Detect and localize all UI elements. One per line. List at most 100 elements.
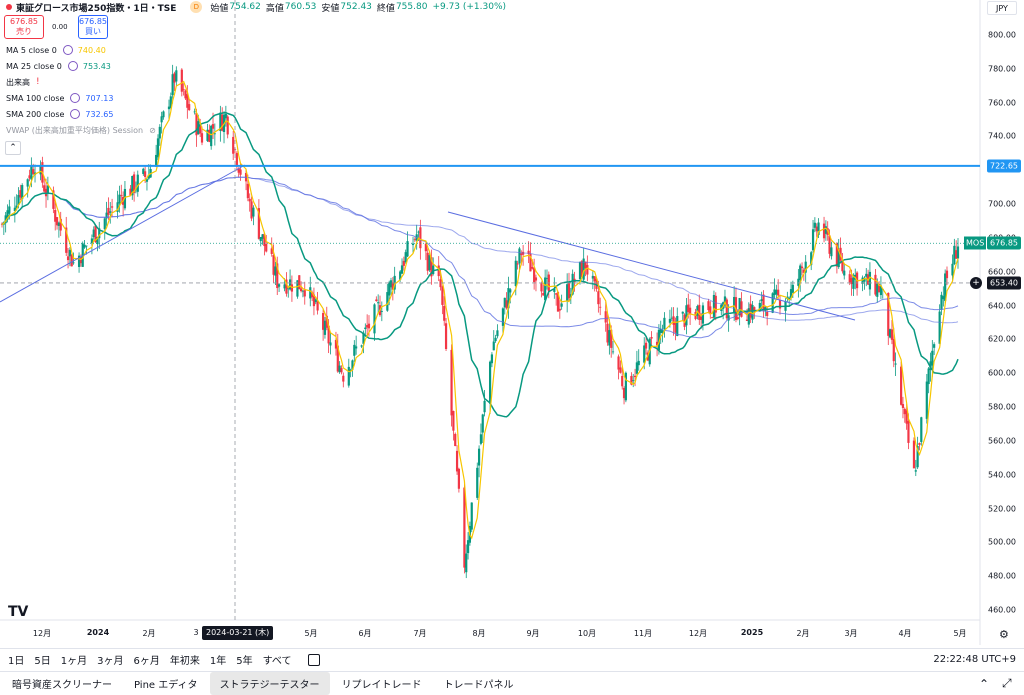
candle-body xyxy=(865,273,868,277)
indicator-settings-icon[interactable] xyxy=(70,109,81,119)
candle-body xyxy=(265,244,268,252)
add-alert-icon[interactable]: + xyxy=(970,276,982,289)
eye-hidden-icon[interactable]: ⊘ xyxy=(149,125,156,135)
candle-body xyxy=(901,404,905,408)
candle-body xyxy=(338,365,341,373)
indicator-vwap[interactable]: VWAP (出来高加重平均価格) Session ⊘ xyxy=(6,123,156,137)
indicator-settings-icon[interactable] xyxy=(70,93,81,103)
tab-crypto-screener[interactable]: 暗号資産スクリーナー xyxy=(12,680,112,691)
timeframe-5y[interactable]: 5年 xyxy=(236,656,253,667)
candle-body xyxy=(129,188,132,196)
candle-body xyxy=(945,270,949,279)
sell-button[interactable]: 676.85 売り xyxy=(4,15,44,39)
timeframe-all[interactable]: すべて xyxy=(262,656,292,667)
candle-body xyxy=(424,243,427,252)
candle-body xyxy=(147,174,150,179)
candle-body xyxy=(94,225,97,243)
timeframe-3m[interactable]: 3ヶ月 xyxy=(97,656,124,667)
candle-body xyxy=(863,277,866,282)
candle-body xyxy=(400,265,404,274)
indicator-ma5-label: MA 5 close 0 xyxy=(6,45,57,55)
time-tick-label: 2月 xyxy=(796,629,810,638)
candle-body xyxy=(206,129,209,141)
candle-body xyxy=(32,169,35,174)
candle-body xyxy=(136,174,139,192)
settings-gear-icon[interactable]: ⚙ xyxy=(999,628,1009,641)
candle-body xyxy=(466,540,470,554)
candle-body xyxy=(900,366,903,405)
tab-trade-panel[interactable]: トレードパネル xyxy=(443,680,514,691)
calendar-icon[interactable] xyxy=(307,653,320,666)
indicator-settings-icon[interactable] xyxy=(62,45,73,55)
candle-body xyxy=(553,288,556,292)
timeframe-ytd[interactable]: 年初来 xyxy=(169,656,200,667)
candle-body xyxy=(688,307,692,314)
candle-body xyxy=(503,297,506,308)
symbol-title[interactable]: 東証グロース市場250指数・1日・TSE xyxy=(16,3,177,14)
indicator-volume[interactable]: 出来高 ! xyxy=(6,75,40,89)
candle-body xyxy=(496,330,499,337)
candle-body xyxy=(501,308,505,326)
indicator-ma25[interactable]: MA 25 close 0 753.43 xyxy=(6,59,111,73)
candle-body xyxy=(828,235,831,254)
price-tick-label: 740.00 xyxy=(988,131,1016,141)
indicator-vwap-label: VWAP (出来高加重平均価格) Session xyxy=(6,125,144,135)
candle-body xyxy=(355,346,358,349)
time-tick-label: 5月 xyxy=(953,629,967,638)
low-value: 752.43 xyxy=(340,2,372,12)
timeframe-1d[interactable]: 1日 xyxy=(8,656,25,667)
candle-body xyxy=(211,124,215,129)
indicator-ma5[interactable]: MA 5 close 0 740.40 xyxy=(6,43,106,57)
warning-icon[interactable]: ! xyxy=(36,77,40,87)
tab-replay-trade[interactable]: リプレイトレード xyxy=(341,680,422,691)
candle-body xyxy=(771,293,774,313)
chevron-up-icon[interactable]: ⌃ xyxy=(979,676,990,691)
candle-body xyxy=(912,440,916,469)
candle-body xyxy=(925,381,928,419)
candle-body xyxy=(709,306,712,315)
indicator-sma200[interactable]: SMA 200 close 732.65 xyxy=(6,107,113,121)
candle-body xyxy=(90,238,94,244)
timeframe-5d[interactable]: 5日 xyxy=(34,656,51,667)
candle-body xyxy=(727,315,730,321)
maximize-icon[interactable]: ⤢ xyxy=(1002,676,1012,690)
candle-body xyxy=(582,258,585,280)
candle-body xyxy=(835,243,838,267)
candle-body xyxy=(558,308,561,311)
candle-body xyxy=(239,169,242,175)
timeframe-6m[interactable]: 6ヶ月 xyxy=(133,656,160,667)
tab-strategy-tester[interactable]: ストラテジーテスター xyxy=(209,672,330,695)
tab-pine-editor[interactable]: Pine エディタ xyxy=(134,680,198,691)
time-tick-label: 3月 xyxy=(844,629,858,638)
candle-body xyxy=(516,263,519,265)
indicator-settings-icon[interactable] xyxy=(67,61,78,71)
candle-body xyxy=(311,292,314,298)
candle-body xyxy=(595,278,598,289)
clock-timezone[interactable]: 22:22:48 UTC+9 xyxy=(933,654,1016,665)
candle-body xyxy=(481,414,484,433)
candle-body xyxy=(54,209,57,222)
price-tick-label: 500.00 xyxy=(988,537,1016,547)
indicator-sma100[interactable]: SMA 100 close 707.13 xyxy=(6,91,113,105)
currency-selector[interactable]: JPY xyxy=(987,1,1017,15)
candle-body xyxy=(766,311,769,316)
candle-body xyxy=(375,299,378,302)
tradingview-logo-icon[interactable]: TV xyxy=(8,604,29,620)
price-tick-label: 520.00 xyxy=(988,504,1016,514)
collapse-legend-button[interactable]: ⌃ xyxy=(5,141,21,155)
candle-body xyxy=(83,244,86,248)
candle-body xyxy=(644,342,648,349)
candle-body xyxy=(635,362,638,374)
timeframe-1y[interactable]: 1年 xyxy=(209,656,227,667)
price-tick-label: 580.00 xyxy=(988,402,1016,412)
candle-body xyxy=(714,295,717,313)
candle-body xyxy=(505,300,508,309)
market-status-dot xyxy=(6,4,12,10)
timeframe-1m[interactable]: 1ヶ月 xyxy=(60,656,88,667)
candle-body xyxy=(822,223,826,239)
candle-body xyxy=(606,323,609,343)
buy-button[interactable]: 676.85 買い xyxy=(78,15,108,39)
candle-body xyxy=(208,129,211,143)
